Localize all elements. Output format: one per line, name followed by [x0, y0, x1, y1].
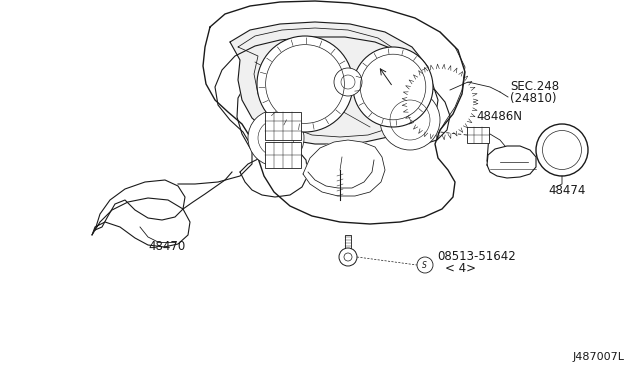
- Text: 48486N: 48486N: [476, 110, 522, 123]
- Polygon shape: [230, 22, 430, 144]
- Text: J487007L: J487007L: [573, 352, 625, 362]
- Circle shape: [257, 36, 353, 132]
- Polygon shape: [95, 180, 185, 230]
- Bar: [265, 112, 301, 140]
- Circle shape: [339, 248, 357, 266]
- Circle shape: [380, 90, 440, 150]
- Polygon shape: [237, 54, 450, 197]
- Text: 08513-51642: 08513-51642: [437, 250, 516, 263]
- Polygon shape: [303, 140, 385, 196]
- Circle shape: [417, 257, 433, 273]
- Polygon shape: [92, 198, 190, 247]
- Text: S: S: [422, 261, 427, 270]
- Text: 48470: 48470: [148, 240, 185, 253]
- Polygon shape: [203, 1, 465, 224]
- Circle shape: [334, 68, 362, 96]
- Text: SEC.248: SEC.248: [510, 80, 559, 93]
- Circle shape: [353, 47, 433, 127]
- Circle shape: [344, 253, 352, 261]
- Bar: [265, 142, 301, 168]
- Text: (24810): (24810): [510, 92, 557, 105]
- Polygon shape: [487, 146, 536, 178]
- Circle shape: [248, 110, 304, 166]
- Text: 48474: 48474: [548, 184, 586, 197]
- Bar: [467, 127, 489, 143]
- Text: < 4>: < 4>: [445, 262, 476, 275]
- Circle shape: [536, 124, 588, 176]
